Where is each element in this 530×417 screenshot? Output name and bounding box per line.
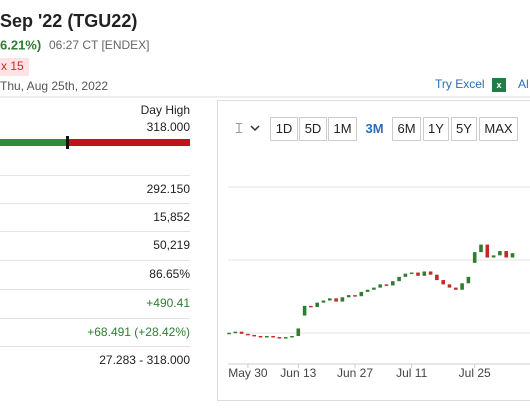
x-tick-label: Jul 11 <box>396 366 427 380</box>
range-button[interactable] <box>328 117 357 141</box>
badge: x 15 <box>1 59 24 73</box>
candle <box>290 335 294 338</box>
candle <box>403 273 408 277</box>
candle <box>391 281 395 286</box>
range-button-label[interactable]: 1M <box>333 121 351 136</box>
candle <box>372 287 376 290</box>
candle <box>472 252 477 263</box>
candle <box>252 334 256 337</box>
candle <box>460 283 464 290</box>
stat-value: 86.65% <box>149 267 190 281</box>
stat-value: 50,219 <box>153 238 190 252</box>
range-button-label[interactable]: 5Y <box>456 121 472 136</box>
candle <box>353 295 357 297</box>
candle <box>334 298 338 302</box>
change: 6.21%) <box>0 37 41 52</box>
range-button[interactable] <box>299 117 327 141</box>
candle <box>227 332 231 335</box>
alert-link[interactable]: Al <box>518 77 529 91</box>
candle <box>265 335 269 338</box>
candle <box>309 305 313 308</box>
candle <box>454 287 458 290</box>
excel-icon-letter: x <box>496 80 501 90</box>
range-button[interactable] <box>423 117 449 141</box>
chart-type-caret[interactable] <box>250 125 260 132</box>
candle <box>346 295 351 298</box>
day-high-label: Day High <box>141 103 190 117</box>
x-tick-label: May 30 <box>228 366 268 380</box>
range-button-label[interactable]: MAX <box>484 121 513 136</box>
candle <box>447 284 452 288</box>
candle <box>422 271 427 276</box>
stat-value: +490.41 <box>146 296 190 310</box>
candle <box>302 305 307 316</box>
plot: May 30 Jun 13 Jun 27 Jul 11 Jul 25 <box>227 244 515 380</box>
candle <box>466 276 471 284</box>
candle <box>510 253 515 258</box>
candle <box>485 244 490 258</box>
candle <box>416 272 420 276</box>
range-button-label[interactable]: 6M <box>397 121 415 136</box>
candle <box>271 335 275 338</box>
range-bar-high <box>68 139 190 146</box>
range-button-label[interactable]: 1Y <box>428 121 444 136</box>
candle <box>498 251 502 256</box>
chart-type-icon[interactable]: ⌶ <box>235 120 243 135</box>
title: Sep '22 (TGU22) <box>0 11 137 31</box>
range-button[interactable] <box>359 117 390 141</box>
candle <box>378 284 382 288</box>
x-tick-label: Jun 27 <box>337 366 373 380</box>
candle <box>239 331 244 334</box>
stat-value: +68.491 (+28.42%) <box>87 325 190 339</box>
candle <box>340 297 345 302</box>
candle <box>233 331 238 334</box>
chart-frame <box>217 100 530 401</box>
range-button-label[interactable]: 3M <box>365 121 383 136</box>
range-button[interactable] <box>392 117 421 141</box>
candle <box>359 291 364 297</box>
day-high: 318.000 <box>147 120 191 134</box>
candle <box>321 300 326 303</box>
candle <box>397 276 401 282</box>
candle <box>283 337 288 339</box>
time: 06:27 CT [ENDEX] <box>49 38 150 52</box>
candle <box>277 337 282 339</box>
candle <box>409 272 414 275</box>
candle <box>246 333 250 336</box>
stat-value: 292.150 <box>147 182 191 196</box>
range-bar-low <box>0 139 68 146</box>
candle <box>441 280 445 285</box>
x-tick-label: Jul 25 <box>459 366 491 380</box>
candle <box>504 251 508 258</box>
candle <box>428 271 433 275</box>
stat-value: 27.283 - 318.000 <box>99 353 190 367</box>
range-button[interactable] <box>479 117 518 141</box>
stat-value: 15,852 <box>153 210 190 224</box>
candle <box>384 284 389 286</box>
candle <box>479 244 483 253</box>
candle <box>491 255 496 258</box>
candle <box>435 274 439 281</box>
toolbar: 1D 5D 1M 3M 6M 1Y 5Y MAX <box>270 117 518 141</box>
stats-rows: 292.150 15,852 50,219 86.65% +490.41 +68.491 … <box>0 175 191 367</box>
date: Thu, Aug 25th, 2022 <box>0 79 108 93</box>
range-button-label[interactable]: 5D <box>305 121 322 136</box>
range-button[interactable] <box>451 117 477 141</box>
excel-icon[interactable] <box>492 78 506 92</box>
candle <box>365 289 370 292</box>
candle <box>296 328 301 336</box>
excel-link[interactable]: Try Excel <box>435 77 485 91</box>
range-button[interactable] <box>270 117 298 141</box>
range-marker <box>66 136 69 149</box>
range-button-label[interactable]: 1D <box>276 121 293 136</box>
candle <box>315 302 319 307</box>
badge-bg <box>0 58 29 76</box>
candle <box>328 298 332 301</box>
x-tick-label: Jun 13 <box>280 366 316 380</box>
candle <box>258 335 263 338</box>
